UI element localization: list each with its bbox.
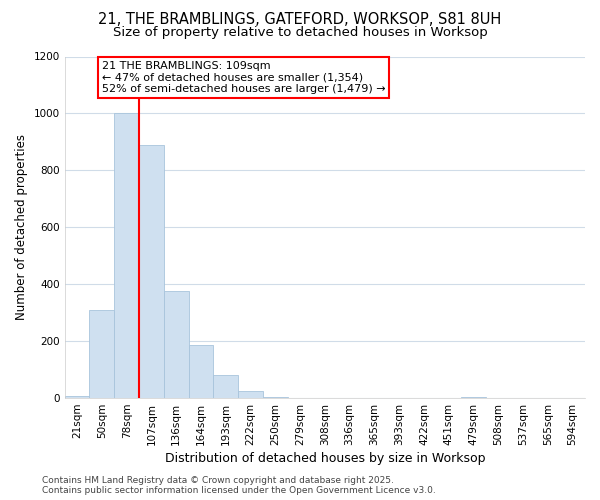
Bar [188,346,214,398]
Bar [263,396,287,398]
Text: 21 THE BRAMBLINGS: 109sqm
← 47% of detached houses are smaller (1,354)
52% of se: 21 THE BRAMBLINGS: 109sqm ← 47% of detac… [102,61,385,94]
Bar [114,114,139,398]
Text: Contains HM Land Registry data © Crown copyright and database right 2025.
Contai: Contains HM Land Registry data © Crown c… [42,476,436,495]
Bar [238,391,263,398]
Bar [89,310,114,398]
Bar [139,144,164,398]
Bar [214,376,238,398]
Bar [164,292,188,398]
Text: 21, THE BRAMBLINGS, GATEFORD, WORKSOP, S81 8UH: 21, THE BRAMBLINGS, GATEFORD, WORKSOP, S… [98,12,502,28]
Text: Size of property relative to detached houses in Worksop: Size of property relative to detached ho… [113,26,487,39]
Y-axis label: Number of detached properties: Number of detached properties [15,134,28,320]
X-axis label: Distribution of detached houses by size in Worksop: Distribution of detached houses by size … [164,452,485,465]
Bar [65,396,89,398]
Bar [461,396,486,398]
